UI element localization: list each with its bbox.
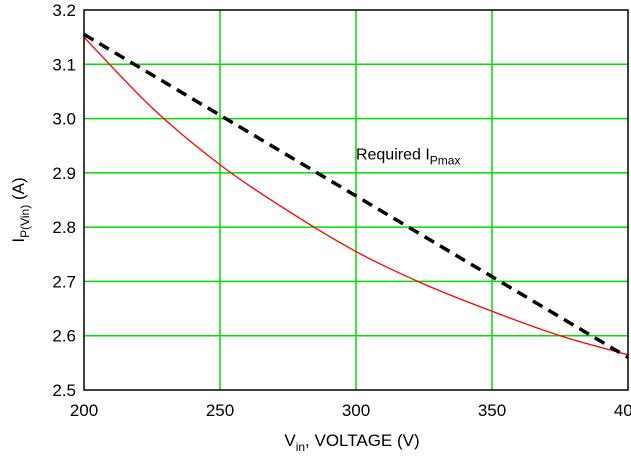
x-tick-label: 400 bbox=[614, 401, 631, 420]
tick-labels: 200 250 300 350 400 2.5 2.6 2.7 2.8 2.9 3.0 3.1 3.2 bbox=[52, 1, 631, 420]
annotation-required-ipmax: Required IPmax bbox=[356, 147, 461, 168]
x-axis-label: Vin, VOLTAGE (V) bbox=[284, 431, 419, 454]
y-tick-label: 3.0 bbox=[52, 110, 76, 129]
grid bbox=[84, 10, 628, 390]
x-tick-label: 350 bbox=[478, 401, 506, 420]
x-tick-label: 250 bbox=[206, 401, 234, 420]
plot-frame bbox=[83, 9, 629, 391]
y-tick-label: 2.9 bbox=[52, 164, 76, 183]
y-tick-label: 3.2 bbox=[52, 1, 76, 20]
y-tick-label: 2.8 bbox=[52, 218, 76, 237]
x-tick-label: 300 bbox=[342, 401, 370, 420]
y-tick-label: 3.1 bbox=[52, 55, 76, 74]
y-tick-label: 2.7 bbox=[52, 272, 76, 291]
y-tick-label: 2.6 bbox=[52, 327, 76, 346]
series-line-ip-vin bbox=[83, 36, 629, 356]
y-axis-label: IP(Vin) (A) bbox=[9, 177, 32, 242]
series-line-required-ipmax bbox=[83, 32, 629, 359]
y-tick-label: 2.5 bbox=[52, 381, 76, 400]
x-tick-label: 200 bbox=[70, 401, 98, 420]
series-layer bbox=[83, 32, 629, 359]
